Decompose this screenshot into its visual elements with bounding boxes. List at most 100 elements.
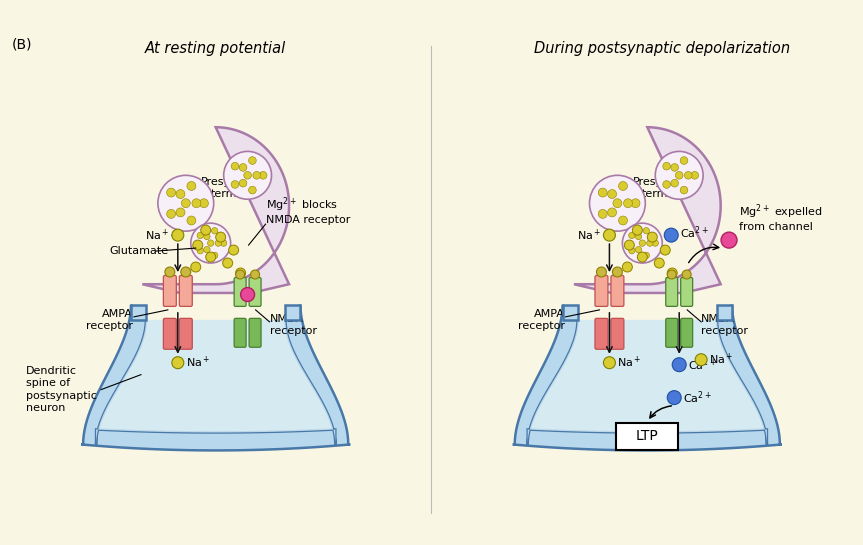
Text: Na$^+$: Na$^+$ bbox=[577, 227, 602, 243]
Circle shape bbox=[191, 223, 230, 263]
Circle shape bbox=[654, 258, 665, 268]
Circle shape bbox=[176, 190, 185, 198]
Circle shape bbox=[231, 162, 239, 170]
Circle shape bbox=[622, 223, 662, 263]
Circle shape bbox=[176, 208, 185, 217]
Circle shape bbox=[158, 175, 214, 231]
Circle shape bbox=[633, 225, 642, 235]
Circle shape bbox=[253, 172, 261, 179]
Text: LTP: LTP bbox=[636, 429, 658, 444]
Circle shape bbox=[619, 181, 627, 190]
Text: (B): (B) bbox=[11, 38, 32, 52]
Circle shape bbox=[603, 357, 615, 368]
Circle shape bbox=[655, 152, 703, 199]
Circle shape bbox=[667, 268, 677, 278]
FancyBboxPatch shape bbox=[249, 277, 261, 306]
Circle shape bbox=[624, 199, 633, 208]
Text: Mg$^{2+}$ expelled
from channel: Mg$^{2+}$ expelled from channel bbox=[739, 202, 822, 232]
Circle shape bbox=[172, 229, 184, 241]
Circle shape bbox=[598, 209, 608, 219]
Circle shape bbox=[199, 199, 208, 208]
Circle shape bbox=[613, 267, 622, 277]
Circle shape bbox=[259, 172, 267, 179]
Text: Na$^+$: Na$^+$ bbox=[709, 352, 734, 367]
Circle shape bbox=[682, 270, 691, 279]
Circle shape bbox=[635, 246, 642, 253]
Circle shape bbox=[643, 228, 650, 234]
Circle shape bbox=[211, 252, 217, 259]
Text: Ca$^{2+}$: Ca$^{2+}$ bbox=[680, 225, 709, 241]
FancyBboxPatch shape bbox=[249, 318, 261, 347]
Circle shape bbox=[197, 232, 204, 239]
Circle shape bbox=[231, 180, 239, 188]
FancyBboxPatch shape bbox=[611, 275, 624, 306]
Circle shape bbox=[181, 267, 191, 277]
FancyBboxPatch shape bbox=[234, 318, 246, 347]
Circle shape bbox=[721, 232, 737, 248]
Circle shape bbox=[229, 245, 239, 255]
FancyBboxPatch shape bbox=[681, 277, 693, 306]
Circle shape bbox=[187, 181, 196, 190]
Bar bbox=[717, 305, 732, 320]
Text: Ca$^{2+}$: Ca$^{2+}$ bbox=[683, 389, 712, 406]
Circle shape bbox=[181, 199, 190, 208]
Text: AMPA
receptor: AMPA receptor bbox=[518, 308, 564, 331]
Circle shape bbox=[652, 240, 658, 246]
Circle shape bbox=[622, 262, 633, 272]
Polygon shape bbox=[81, 305, 350, 450]
FancyBboxPatch shape bbox=[595, 318, 608, 349]
Circle shape bbox=[665, 228, 678, 242]
FancyBboxPatch shape bbox=[681, 318, 693, 347]
Circle shape bbox=[667, 391, 681, 404]
Circle shape bbox=[613, 199, 622, 208]
Text: NMDA
receptor: NMDA receptor bbox=[269, 313, 317, 336]
Circle shape bbox=[667, 270, 677, 279]
Circle shape bbox=[596, 267, 607, 277]
Polygon shape bbox=[142, 127, 289, 293]
Circle shape bbox=[172, 357, 184, 368]
FancyBboxPatch shape bbox=[595, 275, 608, 306]
Circle shape bbox=[646, 240, 653, 246]
Bar bbox=[563, 305, 577, 320]
Circle shape bbox=[187, 216, 196, 225]
Circle shape bbox=[628, 232, 635, 239]
Text: Glutamate: Glutamate bbox=[109, 246, 168, 256]
Text: Ca$^{2+}$: Ca$^{2+}$ bbox=[688, 356, 717, 373]
Text: Presynaptic
terminal: Presynaptic terminal bbox=[201, 177, 266, 199]
FancyBboxPatch shape bbox=[180, 275, 192, 306]
Circle shape bbox=[608, 190, 616, 198]
Text: At resting potential: At resting potential bbox=[145, 41, 287, 56]
Circle shape bbox=[672, 358, 686, 372]
Text: Dendritic
spine of
postsynaptic
neuron: Dendritic spine of postsynaptic neuron bbox=[26, 366, 98, 413]
Circle shape bbox=[696, 354, 707, 366]
Text: Na$^+$: Na$^+$ bbox=[146, 227, 170, 243]
Text: Na$^+$: Na$^+$ bbox=[186, 355, 211, 371]
Text: During postsynaptic depolarization: During postsynaptic depolarization bbox=[534, 41, 791, 56]
Circle shape bbox=[628, 247, 635, 254]
Circle shape bbox=[201, 225, 211, 235]
Circle shape bbox=[239, 179, 247, 187]
Circle shape bbox=[197, 247, 204, 254]
FancyBboxPatch shape bbox=[163, 318, 176, 349]
Circle shape bbox=[663, 180, 671, 188]
Text: Na$^+$: Na$^+$ bbox=[617, 355, 642, 371]
Circle shape bbox=[205, 252, 216, 262]
Circle shape bbox=[635, 233, 642, 240]
Circle shape bbox=[680, 186, 688, 194]
Text: Mg$^{2+}$ blocks
NMDA receptor: Mg$^{2+}$ blocks NMDA receptor bbox=[266, 195, 350, 225]
Circle shape bbox=[663, 162, 671, 170]
Text: Presynaptic
terminal: Presynaptic terminal bbox=[633, 177, 697, 199]
Circle shape bbox=[241, 288, 255, 301]
FancyBboxPatch shape bbox=[665, 318, 677, 347]
Circle shape bbox=[631, 199, 640, 208]
Text: NMDA
receptor: NMDA receptor bbox=[701, 313, 748, 336]
FancyBboxPatch shape bbox=[616, 422, 678, 450]
Circle shape bbox=[204, 233, 210, 240]
Circle shape bbox=[191, 262, 201, 272]
Circle shape bbox=[619, 216, 627, 225]
Polygon shape bbox=[513, 305, 782, 450]
Circle shape bbox=[643, 252, 650, 259]
Polygon shape bbox=[96, 320, 336, 444]
Circle shape bbox=[249, 157, 256, 165]
Circle shape bbox=[224, 152, 272, 199]
